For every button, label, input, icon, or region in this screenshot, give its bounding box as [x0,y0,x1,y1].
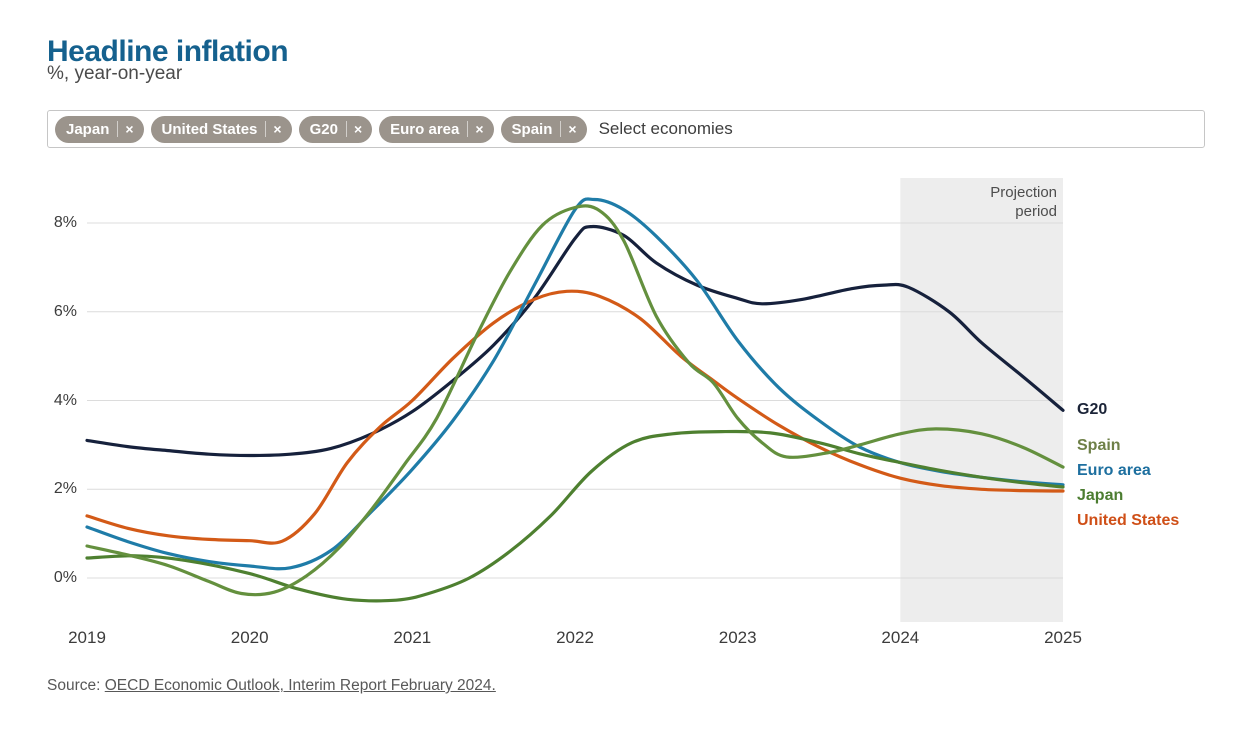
chip-divider [345,121,347,137]
chip-divider [117,121,119,137]
y-axis-label-0: 0% [53,569,77,586]
chip-label: United States [161,120,258,138]
chip-label: G20 [309,120,338,138]
series-line-g20 [85,224,1065,458]
x-axis-label-2020: 2020 [230,628,269,647]
chip-divider [467,121,469,137]
projection-period-label: Projection period [990,184,1057,220]
select-placeholder[interactable]: Select economies [598,119,733,138]
source-note: Source: OECD Economic Outlook, Interim R… [47,677,496,695]
chip-divider [265,121,267,137]
chip-united-states[interactable]: United States × [150,115,292,143]
chip-g20[interactable]: G20 × [298,115,373,143]
x-axis-label-2021: 2021 [393,628,432,647]
x-axis-label-2019: 2019 [68,628,106,647]
selected-economy-chips: Japan × United States × G20 × Euro area × Spain × [55,115,587,143]
legend-label-euro-area: Euro area [1077,462,1151,479]
chip-remove-icon[interactable]: × [568,121,577,137]
legend-label-spain: Spain [1077,437,1121,454]
legend-label-united-states: United States [1077,512,1180,529]
legend-label-g20: G20 [1077,401,1108,418]
chip-remove-icon[interactable]: × [475,121,484,137]
source-prefix: Source: [47,677,105,694]
legend-label-japan: Japan [1077,487,1124,504]
page-subtitle: %, year-on-year [47,63,183,84]
y-axis-label-6: 6% [53,302,77,320]
chip-spain[interactable]: Spain × [500,115,587,143]
chip-remove-icon[interactable]: × [273,121,282,137]
y-axis-label-8: 8% [53,214,77,231]
chip-remove-icon[interactable]: × [125,121,134,137]
x-axis-label-2023: 2023 [718,628,757,647]
chip-japan[interactable]: Japan × [55,115,144,143]
x-axis-label-2025: 2025 [1044,628,1082,647]
economy-select-input[interactable]: Japan × United States × G20 × Euro area × Spain ×… [47,110,1205,148]
chip-label: Spain [511,120,553,138]
chip-label: Japan [66,120,110,138]
chip-euro-area[interactable]: Euro area × [379,115,494,143]
y-axis-label-2: 2% [53,480,77,498]
x-axis-label-2022: 2022 [556,628,594,647]
series-line-spain [85,204,1065,597]
series-line-united-states [85,289,1065,545]
chip-remove-icon[interactable]: × [353,121,363,137]
source-link[interactable]: OECD Economic Outlook, Interim Report Fe… [104,677,496,694]
series-line-japan [85,429,1065,603]
y-axis-label-4: 4% [53,391,77,409]
chip-divider [560,121,562,137]
page-title: Headline inflation [47,35,289,69]
x-axis-label-2024: 2024 [881,628,920,647]
chip-label: Euro area [390,120,460,138]
